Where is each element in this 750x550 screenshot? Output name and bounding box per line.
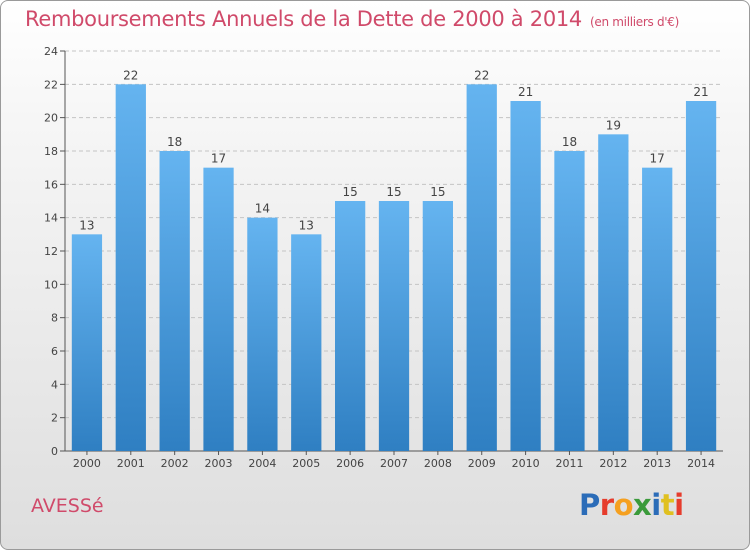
bar-2005 <box>291 234 322 451</box>
logo-letter: i <box>651 488 661 522</box>
data-label: 15 <box>430 185 445 199</box>
x-tick-label: 2006 <box>336 457 364 470</box>
x-tick-label: 2001 <box>117 457 145 470</box>
y-tick-label: 0 <box>51 445 58 458</box>
bar-2004 <box>247 217 278 451</box>
data-label: 15 <box>386 185 401 199</box>
logo-letter: t <box>660 488 675 522</box>
x-tick-label: 2010 <box>512 457 540 470</box>
bar-2000 <box>71 234 103 451</box>
bar-2009 <box>466 84 497 451</box>
bar-2011 <box>554 151 585 451</box>
data-label: 17 <box>650 152 665 166</box>
x-tick-label: 2000 <box>73 457 101 470</box>
chart-subtitle: (en milliers d'€) <box>590 15 680 29</box>
chart-title-text: Remboursements Annuels de la Dette de 20… <box>25 7 582 31</box>
x-tick-label: 2008 <box>424 457 452 470</box>
data-label: 13 <box>299 218 314 232</box>
data-label: 18 <box>167 135 182 149</box>
y-tick-label: 14 <box>44 212 58 225</box>
y-tick-label: 18 <box>44 145 58 158</box>
bars <box>71 84 717 452</box>
data-label: 17 <box>211 152 226 166</box>
bar-2001 <box>115 84 146 451</box>
bar-2003 <box>203 167 234 451</box>
data-label: 13 <box>79 218 94 232</box>
bar-2014 <box>685 101 717 451</box>
x-tick-label: 2007 <box>380 457 408 470</box>
place-name: AVESSé <box>31 495 104 517</box>
data-label: 21 <box>518 85 533 99</box>
y-tick-label: 16 <box>44 178 58 191</box>
logo-letter: i <box>674 488 684 522</box>
y-tick-label: 8 <box>51 312 58 325</box>
bar-2002 <box>159 151 190 451</box>
proxiti-logo: Proxiti <box>579 488 684 522</box>
y-tick-label: 6 <box>51 345 58 358</box>
x-tick-label: 2009 <box>468 457 496 470</box>
bar-2010 <box>510 101 541 451</box>
y-tick-label: 20 <box>44 112 58 125</box>
x-tick-label: 2005 <box>292 457 320 470</box>
bar-2008 <box>422 201 454 451</box>
bar-2013 <box>642 167 673 451</box>
y-tick-label: 12 <box>44 245 58 258</box>
data-label: 15 <box>342 185 357 199</box>
data-label: 22 <box>123 68 138 82</box>
y-tick-label: 22 <box>44 78 58 91</box>
logo-letter: P <box>579 488 600 522</box>
chart-title: Remboursements Annuels de la Dette de 20… <box>25 7 679 31</box>
logo-letter: r <box>599 488 614 522</box>
x-tick-label: 2014 <box>687 457 715 470</box>
y-tick-label: 10 <box>44 278 58 291</box>
x-tick-label: 2013 <box>643 457 671 470</box>
data-label: 14 <box>255 202 270 216</box>
logo-letter: o <box>613 488 634 522</box>
x-tick-label: 2012 <box>599 457 627 470</box>
data-label: 21 <box>693 85 708 99</box>
bar-2006 <box>334 201 366 451</box>
bar-2012 <box>598 134 629 452</box>
logo-letter: x <box>633 488 652 522</box>
x-tick-label: 2011 <box>555 457 583 470</box>
data-label: 22 <box>474 68 489 82</box>
y-tick-label: 24 <box>44 45 58 58</box>
bar-2007 <box>378 201 410 451</box>
data-labels: 13 22 18 17 14 13 15 15 15 22 21 18 19 17 21 <box>79 68 708 232</box>
x-tick-label: 2002 <box>161 457 189 470</box>
data-label: 19 <box>606 118 621 132</box>
data-label: 18 <box>562 135 577 149</box>
y-tick-label: 2 <box>51 412 58 425</box>
x-tick-label: 2004 <box>248 457 276 470</box>
x-tick-label: 2003 <box>205 457 233 470</box>
y-tick-label: 4 <box>51 378 58 391</box>
